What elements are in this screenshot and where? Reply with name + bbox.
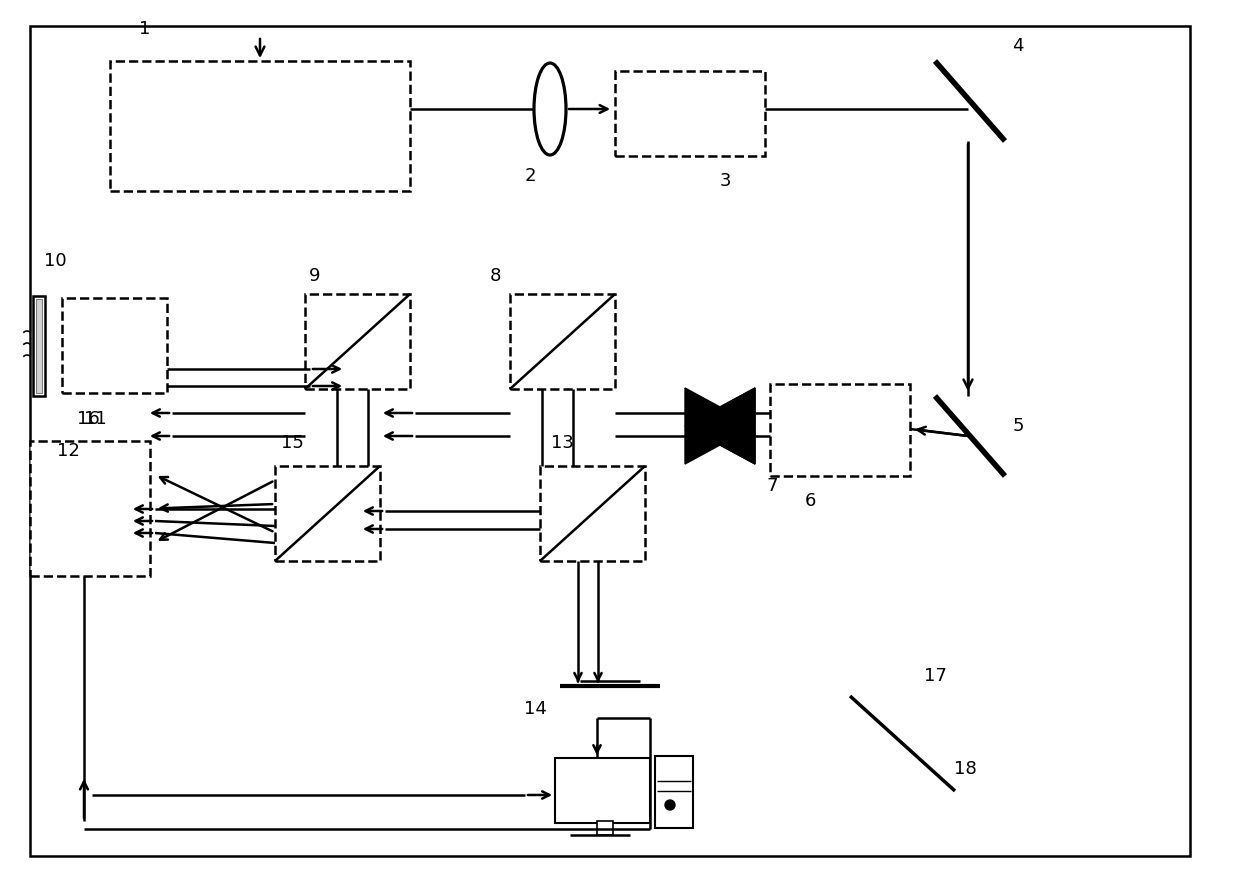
Text: 5: 5 [1012, 417, 1024, 435]
Circle shape [665, 800, 675, 810]
Text: 3: 3 [719, 172, 730, 190]
Text: 4: 4 [1012, 37, 1024, 55]
Text: 6: 6 [805, 492, 816, 510]
Ellipse shape [534, 63, 565, 155]
Text: 12: 12 [57, 442, 79, 460]
Bar [275, 466, 379, 561]
Bar [596, 821, 613, 835]
Bar [615, 71, 765, 156]
Polygon shape [684, 388, 755, 464]
Bar [556, 758, 650, 823]
Bar [33, 296, 45, 396]
Text: 7: 7 [766, 477, 777, 495]
Text: 9: 9 [309, 267, 321, 285]
Bar [510, 294, 615, 389]
Text: 18: 18 [954, 760, 976, 778]
Bar [305, 294, 410, 389]
Bar [62, 298, 167, 393]
Polygon shape [684, 388, 755, 464]
Bar [110, 61, 410, 191]
Text: 10: 10 [43, 252, 66, 270]
Text: 8: 8 [490, 267, 501, 285]
Text: 16: 16 [77, 410, 99, 428]
Text: 17: 17 [924, 667, 946, 685]
Bar [539, 466, 645, 561]
Text: 2: 2 [525, 167, 536, 185]
Bar [655, 756, 693, 828]
Polygon shape [684, 388, 755, 464]
Bar [30, 441, 150, 576]
Text: 15: 15 [280, 434, 304, 452]
Text: 11: 11 [83, 410, 107, 428]
Text: 14: 14 [523, 700, 547, 718]
Text: 13: 13 [551, 434, 573, 452]
Bar [770, 384, 910, 476]
Polygon shape [684, 388, 755, 464]
Text: 1: 1 [139, 20, 151, 38]
Bar [36, 299, 42, 393]
